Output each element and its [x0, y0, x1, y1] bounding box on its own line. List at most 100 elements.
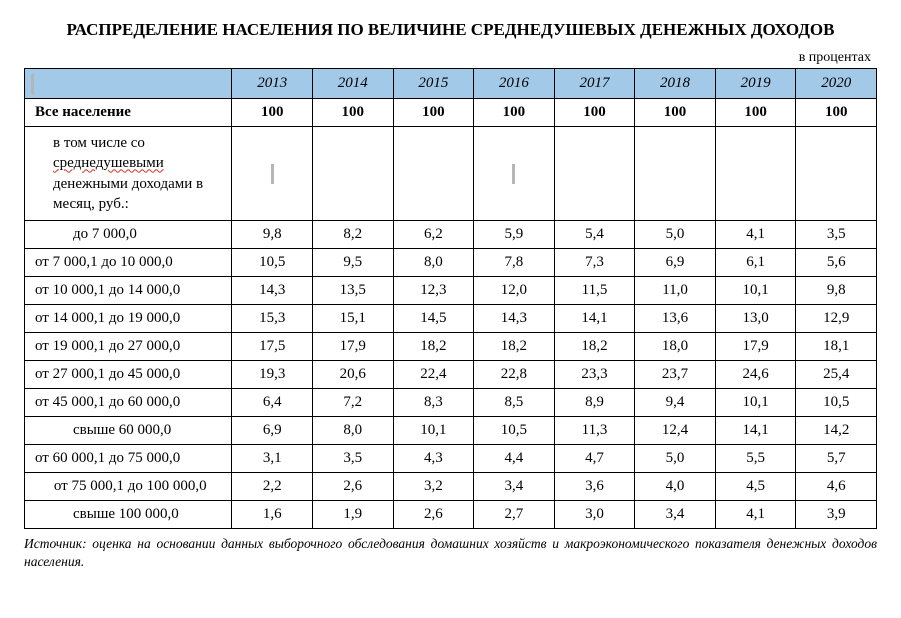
subheader-cell-cursor — [474, 127, 555, 221]
row-label: свыше 100 000,0 — [25, 501, 232, 529]
data-cell: 15,3 — [232, 305, 313, 333]
data-cell: 18,0 — [635, 333, 716, 361]
data-cell: 6,4 — [232, 389, 313, 417]
total-cell: 100 — [796, 99, 877, 127]
data-cell: 12,0 — [474, 277, 555, 305]
header-year: 2015 — [393, 69, 474, 99]
subheader-cell — [313, 127, 394, 221]
data-cell: 2,7 — [474, 501, 555, 529]
row-label: от 10 000,1 до 14 000,0 — [25, 277, 232, 305]
subheader-cell — [796, 127, 877, 221]
subheader-cell — [393, 127, 474, 221]
data-cell: 14,3 — [474, 305, 555, 333]
table-header-row: 2013 2014 2015 2016 2017 2018 2019 2020 — [25, 69, 877, 99]
page-title: РАСПРЕДЕЛЕНИЕ НАСЕЛЕНИЯ ПО ВЕЛИЧИНЕ СРЕД… — [24, 20, 877, 40]
data-cell: 3,2 — [393, 473, 474, 501]
subheader-cell — [635, 127, 716, 221]
data-cell: 12,3 — [393, 277, 474, 305]
data-cell: 4,1 — [715, 221, 796, 249]
data-cell: 9,8 — [232, 221, 313, 249]
data-cell: 19,3 — [232, 361, 313, 389]
data-cell: 7,2 — [313, 389, 394, 417]
data-cell: 13,5 — [313, 277, 394, 305]
table-row: от 75 000,1 до 100 000,02,22,63,23,43,64… — [25, 473, 877, 501]
header-label-blank — [25, 69, 232, 99]
data-cell: 3,5 — [796, 221, 877, 249]
header-year: 2017 — [554, 69, 635, 99]
text-cursor-icon — [31, 74, 34, 94]
total-cell: 100 — [474, 99, 555, 127]
data-cell: 20,6 — [313, 361, 394, 389]
subheader-cell-cursor — [232, 127, 313, 221]
header-year: 2013 — [232, 69, 313, 99]
data-cell: 14,2 — [796, 417, 877, 445]
data-cell: 14,5 — [393, 305, 474, 333]
data-cell: 24,6 — [715, 361, 796, 389]
data-cell: 23,7 — [635, 361, 716, 389]
table-row: от 45 000,1 до 60 000,06,47,28,38,58,99,… — [25, 389, 877, 417]
header-year: 2016 — [474, 69, 555, 99]
header-year: 2014 — [313, 69, 394, 99]
data-cell: 2,6 — [313, 473, 394, 501]
data-cell: 10,1 — [393, 417, 474, 445]
subheader-cell — [715, 127, 796, 221]
subheader-row: в том числе со среднедушевыми денежными … — [25, 127, 877, 221]
table-row: от 14 000,1 до 19 000,015,315,114,514,31… — [25, 305, 877, 333]
data-cell: 5,7 — [796, 445, 877, 473]
data-cell: 17,5 — [232, 333, 313, 361]
header-year: 2019 — [715, 69, 796, 99]
data-cell: 11,0 — [635, 277, 716, 305]
data-cell: 8,0 — [393, 249, 474, 277]
subheader-label: в том числе со среднедушевыми денежными … — [25, 127, 232, 221]
data-cell: 7,3 — [554, 249, 635, 277]
subheader-text-p3: денежными доходами в месяц, руб.: — [53, 176, 203, 212]
table-row: от 19 000,1 до 27 000,017,517,918,218,21… — [25, 333, 877, 361]
data-cell: 8,5 — [474, 389, 555, 417]
total-cell: 100 — [554, 99, 635, 127]
data-cell: 7,8 — [474, 249, 555, 277]
data-cell: 3,4 — [474, 473, 555, 501]
data-cell: 4,4 — [474, 445, 555, 473]
row-label: от 45 000,1 до 60 000,0 — [25, 389, 232, 417]
data-cell: 6,1 — [715, 249, 796, 277]
data-cell: 4,5 — [715, 473, 796, 501]
total-cell: 100 — [715, 99, 796, 127]
total-cell: 100 — [393, 99, 474, 127]
table-row: свыше 60 000,06,98,010,110,511,312,414,1… — [25, 417, 877, 445]
data-cell: 18,1 — [796, 333, 877, 361]
data-cell: 4,1 — [715, 501, 796, 529]
table-row: до 7 000,09,88,26,25,95,45,04,13,5 — [25, 221, 877, 249]
total-row-label: Все население — [25, 99, 232, 127]
total-cell: 100 — [635, 99, 716, 127]
data-cell: 9,4 — [635, 389, 716, 417]
data-cell: 5,0 — [635, 445, 716, 473]
row-label: свыше 60 000,0 — [25, 417, 232, 445]
data-cell: 12,9 — [796, 305, 877, 333]
data-cell: 18,2 — [554, 333, 635, 361]
data-cell: 14,1 — [554, 305, 635, 333]
row-label: от 27 000,1 до 45 000,0 — [25, 361, 232, 389]
data-cell: 4,3 — [393, 445, 474, 473]
data-cell: 3,6 — [554, 473, 635, 501]
data-cell: 17,9 — [715, 333, 796, 361]
data-cell: 9,5 — [313, 249, 394, 277]
row-label: от 7 000,1 до 10 000,0 — [25, 249, 232, 277]
data-cell: 1,6 — [232, 501, 313, 529]
data-cell: 25,4 — [796, 361, 877, 389]
data-cell: 8,9 — [554, 389, 635, 417]
data-cell: 3,9 — [796, 501, 877, 529]
data-cell: 11,5 — [554, 277, 635, 305]
data-cell: 18,2 — [474, 333, 555, 361]
source-note: Источник: оценка на основании данных выб… — [24, 535, 877, 570]
data-cell: 10,5 — [474, 417, 555, 445]
data-cell: 8,0 — [313, 417, 394, 445]
data-cell: 4,0 — [635, 473, 716, 501]
data-cell: 3,0 — [554, 501, 635, 529]
income-distribution-table: 2013 2014 2015 2016 2017 2018 2019 2020 … — [24, 68, 877, 529]
subheader-text-p1: в том числе со — [53, 135, 145, 151]
data-cell: 5,6 — [796, 249, 877, 277]
row-label: до 7 000,0 — [25, 221, 232, 249]
total-row: Все население 100 100 100 100 100 100 10… — [25, 99, 877, 127]
data-cell: 18,2 — [393, 333, 474, 361]
text-cursor-icon — [512, 164, 515, 184]
